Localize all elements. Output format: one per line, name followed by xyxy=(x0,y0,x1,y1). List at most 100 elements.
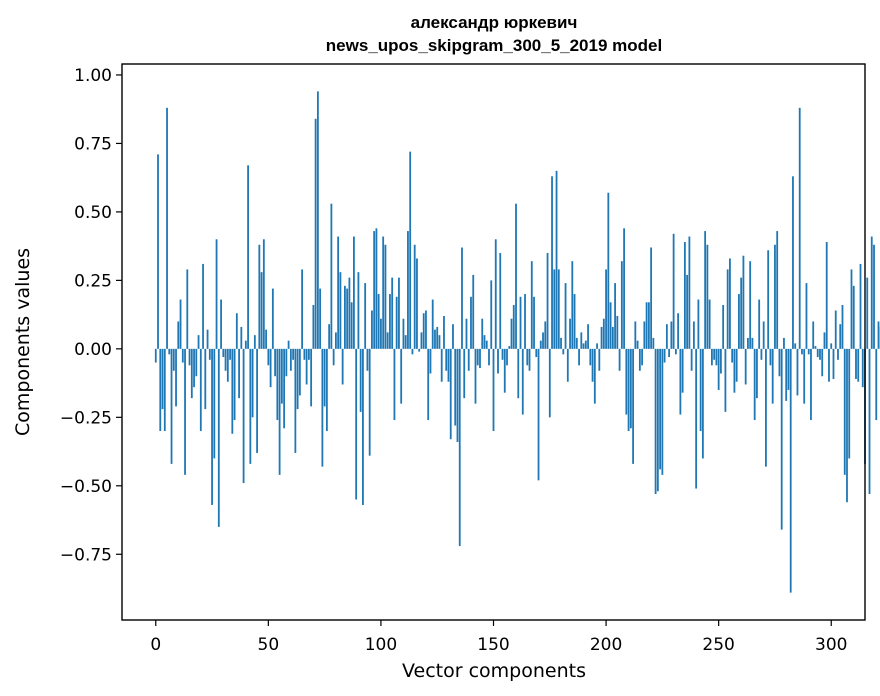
bar xyxy=(422,313,425,349)
x-tick-label: 200 xyxy=(590,635,622,655)
bar xyxy=(251,348,254,418)
bar xyxy=(407,231,409,349)
bar xyxy=(163,348,166,432)
bar xyxy=(600,326,603,349)
bar xyxy=(875,348,878,421)
bar xyxy=(454,348,457,426)
bar xyxy=(848,348,851,459)
bar xyxy=(729,258,731,349)
bar xyxy=(249,348,252,464)
bar xyxy=(199,348,202,432)
bar xyxy=(873,244,875,349)
bar xyxy=(179,299,182,349)
bar xyxy=(208,348,211,360)
bar xyxy=(794,343,797,349)
bar xyxy=(420,332,423,349)
bar xyxy=(650,247,653,349)
bar xyxy=(274,348,276,377)
bar xyxy=(425,310,427,349)
bar xyxy=(479,348,481,369)
bar xyxy=(258,244,261,349)
x-tick-label: 300 xyxy=(815,635,847,655)
bar xyxy=(726,269,729,349)
bar xyxy=(533,296,535,349)
bar xyxy=(357,272,360,349)
bar xyxy=(591,348,594,382)
bar xyxy=(598,348,601,371)
bar xyxy=(204,348,207,410)
bar xyxy=(409,151,412,349)
bar xyxy=(697,299,700,349)
bar xyxy=(573,294,576,349)
bar xyxy=(659,348,662,470)
y-tick-label: 0.75 xyxy=(74,134,112,154)
bar xyxy=(839,324,842,349)
bar xyxy=(731,348,734,363)
bar xyxy=(368,348,371,456)
bar xyxy=(674,348,677,355)
y-tick-label: 0.25 xyxy=(74,271,112,291)
bar xyxy=(713,348,716,360)
bar xyxy=(472,274,475,349)
x-tick-label: 150 xyxy=(477,635,509,655)
bar xyxy=(157,154,159,349)
bar xyxy=(449,348,452,440)
bar xyxy=(834,310,837,349)
bar xyxy=(371,310,373,349)
bar xyxy=(643,321,646,349)
x-axis: 0 50 100 150 200 250 300 xyxy=(150,620,847,655)
bar xyxy=(161,348,164,410)
bar xyxy=(620,261,623,349)
bar xyxy=(708,299,711,349)
bar xyxy=(706,244,709,349)
bar xyxy=(837,348,839,360)
bar xyxy=(175,348,177,407)
bar xyxy=(654,348,657,495)
bar xyxy=(744,348,747,385)
bar xyxy=(384,244,387,349)
bar xyxy=(546,252,549,349)
bar xyxy=(787,348,790,390)
bar xyxy=(771,348,774,404)
bar xyxy=(627,348,630,432)
bar xyxy=(544,321,547,349)
bar xyxy=(494,239,497,349)
bar xyxy=(672,233,675,349)
bar xyxy=(692,321,695,349)
bar xyxy=(724,348,727,412)
bar xyxy=(524,294,526,349)
bar xyxy=(242,348,245,484)
bar xyxy=(458,348,461,547)
plot-frame xyxy=(121,63,866,621)
bar xyxy=(609,302,612,349)
bar xyxy=(611,326,614,349)
bar xyxy=(665,324,668,349)
bar xyxy=(303,348,306,360)
bar xyxy=(589,348,592,366)
bar xyxy=(701,348,704,459)
bar xyxy=(776,231,779,349)
bar xyxy=(663,348,666,363)
bar xyxy=(283,348,286,429)
bar xyxy=(325,348,328,432)
bar xyxy=(859,263,862,349)
bar xyxy=(722,305,725,349)
bar xyxy=(280,348,283,404)
bar xyxy=(229,348,231,360)
y-tick-label: 1.00 xyxy=(74,66,112,86)
bar xyxy=(346,288,349,349)
bar xyxy=(530,261,533,349)
bar xyxy=(168,348,171,355)
bar xyxy=(584,340,587,349)
bar xyxy=(720,348,722,374)
bar xyxy=(828,348,830,382)
bar xyxy=(382,236,385,349)
bar xyxy=(670,321,673,349)
bar xyxy=(571,261,574,349)
bar xyxy=(197,335,200,349)
bar xyxy=(456,348,459,442)
bar xyxy=(319,288,322,349)
bar xyxy=(681,348,684,393)
bar xyxy=(566,348,569,382)
